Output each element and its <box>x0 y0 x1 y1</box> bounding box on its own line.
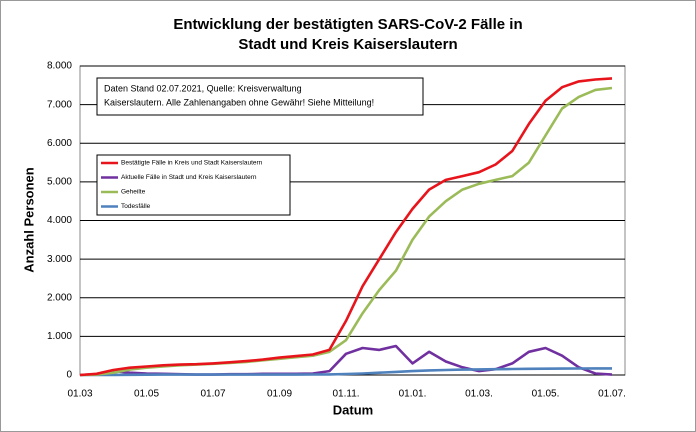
chart-title: Stadt und Kreis Kaiserslautern <box>238 36 457 53</box>
y-tick-label: 5.000 <box>47 177 72 188</box>
x-tick-label: 01.03. <box>465 389 493 400</box>
legend-label: Bestätigte Fälle in Kreis und Stadt Kais… <box>121 160 263 167</box>
legend-label: Todesfälle <box>121 203 151 210</box>
y-tick-label: 2.000 <box>47 292 72 303</box>
y-tick-label: 7.000 <box>47 99 72 110</box>
y-tick-label: 1.000 <box>47 331 72 342</box>
line-series <box>79 77 613 377</box>
y-axis-title: Anzahl Personen <box>21 167 36 273</box>
legend-box <box>96 154 291 216</box>
legend-label: Geheilte <box>121 189 146 196</box>
y-tick-label: 4.000 <box>47 215 72 226</box>
x-tick-label: 01.09 <box>267 389 292 400</box>
y-tick-label: 8.000 <box>47 61 72 72</box>
annotation: Kaiserslautern. Alle Zahlenangaben ohne … <box>104 97 374 107</box>
annotation: Daten Stand 02.07.2021, Quelle: Kreisver… <box>104 83 302 93</box>
x-axis-title: Datum <box>333 402 373 417</box>
x-tick-label: 01.11. <box>332 389 359 400</box>
x-tick-label: 01.07 <box>200 389 225 400</box>
y-tick-label: 6.000 <box>47 138 72 149</box>
chart-title: Entwicklung der bestätigten SARS-CoV-2 F… <box>173 16 522 33</box>
x-tick-label: 01.01. <box>399 389 427 400</box>
line-series <box>80 367 612 377</box>
x-tick-label: 01.05 <box>134 389 159 400</box>
y-tick-label: 3.000 <box>47 254 72 265</box>
legend-label: Aktuelle Fälle in Stadt und Kreis Kaiser… <box>121 174 257 181</box>
x-tick-label: 01.03 <box>67 389 92 400</box>
x-tick-label: 01.07. <box>598 389 626 400</box>
x-tick-label: 01.05. <box>532 389 560 400</box>
y-tick-label: 0 <box>66 370 72 381</box>
annotation-box <box>96 77 424 116</box>
